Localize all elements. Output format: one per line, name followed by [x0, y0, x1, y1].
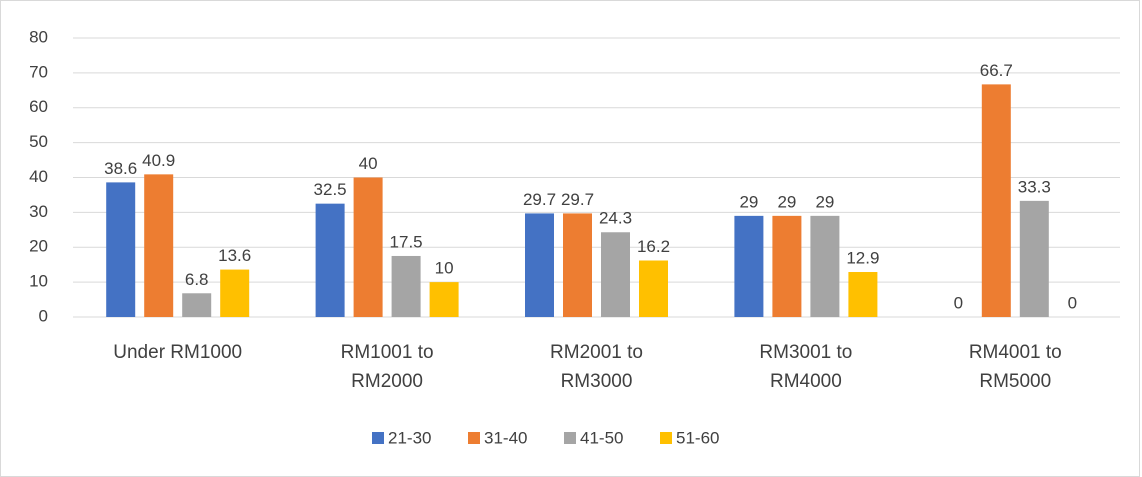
data-label: 40	[359, 154, 378, 173]
data-label: 33.3	[1018, 177, 1051, 196]
data-label: 12.9	[846, 248, 879, 267]
x-tick-label: RM4001 to RM5000	[968, 342, 1062, 392]
bar	[144, 174, 174, 317]
bar	[848, 272, 878, 317]
data-label: 38.6	[104, 159, 137, 178]
bar	[981, 84, 1011, 317]
data-label: 24.3	[599, 209, 632, 228]
data-label: 29.7	[523, 190, 556, 209]
bar	[563, 213, 592, 317]
x-tick-label: RM3001 to RM4000	[759, 342, 853, 392]
bar	[182, 293, 212, 317]
legend-label: 31-40	[484, 428, 527, 447]
data-label: 0	[954, 293, 963, 312]
bar	[429, 282, 459, 317]
y-tick-label: 10	[29, 272, 48, 291]
y-tick-label: 0	[39, 306, 48, 325]
data-label: 6.8	[185, 270, 209, 289]
bar	[1019, 200, 1049, 317]
legend-swatch	[564, 432, 576, 444]
data-label: 29	[739, 192, 758, 211]
x-tick-label: RM1001 to RM2000	[340, 342, 434, 392]
data-label: 17.5	[390, 232, 423, 251]
bar	[220, 269, 250, 317]
data-label: 32.5	[314, 180, 347, 199]
legend-swatch	[660, 432, 672, 444]
legend-label: 51-60	[676, 428, 719, 447]
data-label: 29	[815, 192, 834, 211]
data-label: 66.7	[980, 61, 1013, 80]
legend-swatch	[372, 432, 384, 444]
y-tick-label: 20	[29, 237, 48, 256]
y-tick-label: 50	[29, 132, 48, 151]
bar	[810, 215, 840, 317]
y-tick-label: 60	[29, 97, 48, 116]
bar	[601, 232, 630, 317]
legend-label: 41-50	[580, 428, 623, 447]
bar	[106, 182, 136, 317]
y-tick-label: 70	[29, 62, 48, 81]
legend-label: 21-30	[388, 428, 431, 447]
y-tick-label: 80	[29, 27, 48, 46]
data-label: 10	[435, 259, 454, 278]
x-tick-label: RM2001 to RM3000	[550, 342, 643, 392]
data-label: 13.6	[218, 246, 251, 265]
data-label: 16.2	[637, 237, 670, 256]
bar	[639, 260, 668, 317]
bar	[353, 177, 383, 317]
bar	[391, 255, 421, 317]
data-label: 0	[1068, 293, 1077, 312]
y-tick-label: 30	[29, 202, 48, 221]
bar	[734, 215, 764, 317]
x-tick-label: Under RM1000	[113, 342, 243, 363]
bar	[772, 215, 802, 317]
bar	[315, 203, 345, 317]
data-label: 40.9	[142, 151, 175, 170]
bar	[525, 213, 554, 317]
y-tick-label: 40	[29, 167, 48, 186]
legend-swatch	[468, 432, 480, 444]
data-label: 29	[777, 192, 796, 211]
data-label: 29.7	[561, 190, 594, 209]
